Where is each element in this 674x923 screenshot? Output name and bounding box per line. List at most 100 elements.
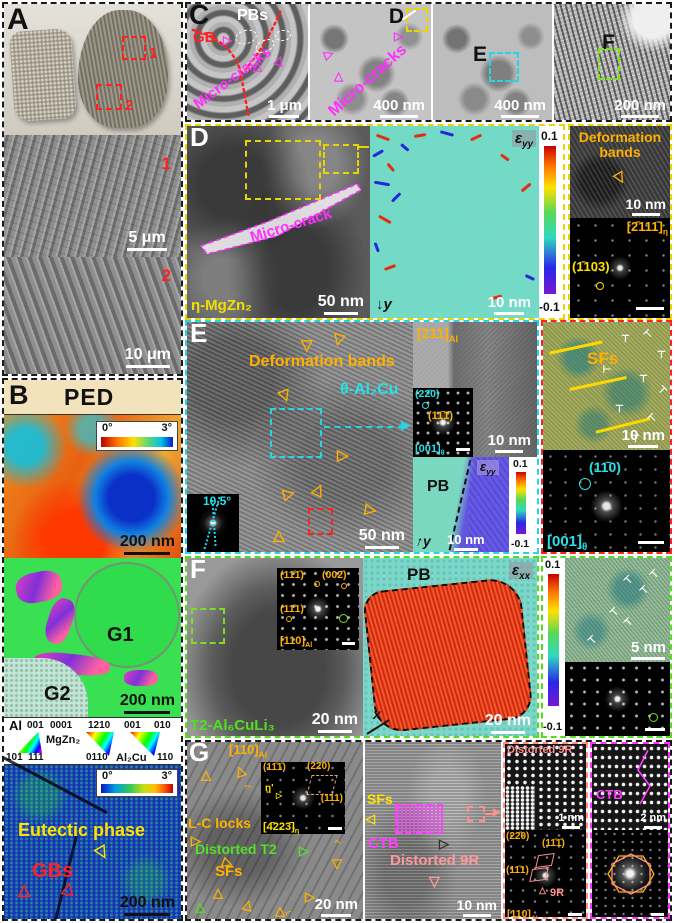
defect-arrow-icon: △ xyxy=(213,885,223,900)
colorbar-1-max: 3° xyxy=(161,422,172,434)
plane-002-f: (002̄) xyxy=(322,569,347,581)
e-hrtem-region-box xyxy=(270,408,322,458)
g-hrtem-image: SFs ◁ CTB ▷ Distorted 9R ▽ ▶ 10 nm xyxy=(365,742,501,919)
zone-axis-110al-f: [110]Al xyxy=(280,635,313,650)
f-region-box-inner xyxy=(191,608,225,644)
gbs-label: GBs xyxy=(32,860,74,882)
d-gpa-map: εyy ↓y 10 nm xyxy=(370,126,539,318)
micro-crack-shape xyxy=(199,183,363,255)
phase-label-t2: T2-Al₆CuLi₃ xyxy=(190,717,275,735)
dislocation-icon: ⊥ xyxy=(606,604,621,619)
sfs-label-e: SFs xyxy=(587,349,619,368)
scale-bar-10nm-d2: 10 nm xyxy=(626,197,666,216)
g-ctb-atomic-image: CTB 2 nm xyxy=(592,744,668,830)
e-tem-image: E Deformation bands ▽ ▽ ▽ θ-Al₂Cu ▶ ▷ △ … xyxy=(187,320,413,552)
d-colorbar-gradient xyxy=(544,146,556,294)
panel-f-label: F xyxy=(190,556,206,584)
axis-label-y-e: ↑y xyxy=(413,532,431,551)
plane-220a-g: (22̄0) xyxy=(307,762,331,772)
fft-scale-bar xyxy=(568,913,582,916)
region-box-2-label: 2 xyxy=(125,97,134,114)
scale-bar-10um: 10 μm xyxy=(125,347,171,368)
axis-label-y: ↓y xyxy=(376,296,392,314)
defect-arrow-icon: △ xyxy=(241,895,255,914)
sample-photo: A 1 2 xyxy=(4,4,181,135)
colorbar-2-gradient xyxy=(101,784,173,793)
strained-particle-region xyxy=(363,576,534,734)
e-gpa-map: PB ↑y 10 nm εyy 0.1 -0.1 xyxy=(413,457,537,552)
g-9r-atomic-image: Distorted 9R 1 nm xyxy=(505,744,586,830)
deformation-bands-label-d: Deformation bands xyxy=(578,129,662,160)
lc-locks-label: L-C locks xyxy=(188,815,252,831)
e-colorbar-min: -0.1 xyxy=(511,537,530,550)
e-fft-inset: 10.5° xyxy=(187,494,239,552)
d-hrtem-image: Deformation bands ▽ 10 nm xyxy=(570,126,670,218)
f-colorbar-min: -0.1 xyxy=(543,721,562,734)
panel-c: C PBs GB ▷ △ △ Micro-cracks 1 μm D ▷ △ ▷… xyxy=(185,2,672,122)
gb-dotted-curve xyxy=(191,8,283,120)
scale-bar-10nm-g: 10 nm xyxy=(457,898,497,917)
fft-spot-circle xyxy=(341,583,347,589)
band-arrow-icon: ▷ xyxy=(337,447,349,464)
fft-spot-circle-green xyxy=(649,713,658,722)
sem-image-1: 1 5 μm xyxy=(4,135,181,257)
plane-1103: (1̄103) xyxy=(572,259,610,274)
t2-arrow-icon: △ xyxy=(195,899,205,914)
scale-bar-1um: 1 μm xyxy=(267,98,302,118)
t2-arrow-icon: ▷ xyxy=(299,843,309,858)
colorbar-box-1: 0° 3° xyxy=(96,421,178,451)
crack-arrow-icon: △ xyxy=(253,59,263,73)
distorted-9r-label-g2: Distorted 9R xyxy=(390,852,480,869)
distorted-t2-label: Distorted T2 xyxy=(195,841,277,857)
plane-220: (22̄0) xyxy=(415,388,440,400)
crack-arrow-icon: △ xyxy=(334,69,344,83)
zone-axis-eta: [2̄111̄]η xyxy=(626,219,668,237)
defect-arrow-icon: ▷ xyxy=(305,889,315,904)
dislocation-icon: ⊥ xyxy=(639,372,648,383)
tem-overview-3: E 400 nm xyxy=(433,4,552,120)
legend-cu-name: Al₂Cu xyxy=(116,752,147,764)
band-arrow-icon: ▽ xyxy=(330,329,347,350)
panel-a: A 1 2 1 5 μm 2 10 μm xyxy=(2,2,183,376)
dislocation-icon: ⊥ xyxy=(600,364,612,374)
plane-111c-g: (11̄1) xyxy=(506,865,529,876)
dislocation-icon: ⊥ xyxy=(584,632,599,647)
legend-mg-0001: 0001 xyxy=(50,720,73,731)
g-ctb-fft xyxy=(592,830,668,917)
grain-g2-label: G2 xyxy=(44,683,71,705)
scale-bar-10nm-e1: 10 nm xyxy=(488,433,531,453)
band-arrow-icon: ▷ xyxy=(280,483,297,504)
panel-e-right: SFs ⊥ ⊥ ⊥ ⊥ ⊥ ⊥ ⊥ ⊥ ⊥ 10 nm (11̄0) [001]… xyxy=(541,320,672,554)
e-sf-region-box xyxy=(308,508,333,535)
e-region-box xyxy=(489,52,519,82)
zone-axis-110al-g: [110]Al xyxy=(229,742,268,760)
fft-scale-bar xyxy=(456,448,470,451)
panel-d: D Micro-crack η-MgZn₂ 50 nm εyy ↓y 10 nm… xyxy=(185,124,672,320)
panel-f-right: 0.1 -0.1 ⊥ ⊥ ⊥ ⊥ ⊥ ⊥ 5 nm xyxy=(541,556,672,738)
e-colorbar-gradient xyxy=(516,472,526,534)
region-box-1-label: 1 xyxy=(149,45,158,62)
scale-bar-20nm-f2: 20 nm xyxy=(485,713,531,734)
dislocation-icon: ⊥ xyxy=(646,566,661,581)
g-fft-inset: (11̄1̄) (22̄0) η' ▷ (111) [4̄223̄]η xyxy=(261,762,345,834)
legend-al-101: 101 xyxy=(6,752,23,763)
f-region-box xyxy=(598,48,620,80)
panel-e-label: E xyxy=(190,320,208,348)
axis-label-x: x xyxy=(373,706,381,723)
defect-arrow-icon: △ xyxy=(232,761,248,780)
gb-arrow-icon: △ xyxy=(60,879,76,898)
hrtem-region-box xyxy=(323,144,359,174)
crack-arrow-icon: ▷ xyxy=(223,33,233,47)
ipf-legend: Al 001 101 111 0001 1210 MgZn₂ 0110 001 … xyxy=(4,717,181,765)
fft-spot-circle xyxy=(596,282,604,290)
band-arrow-icon: ▽ xyxy=(276,385,294,406)
e-fft-inset-2: (22̄0) (11̄1̄) [001]θ xyxy=(413,388,473,457)
f-colorbar-max: 0.1 xyxy=(545,559,561,571)
e-filtered-image: SFs ⊥ ⊥ ⊥ ⊥ ⊥ ⊥ ⊥ ⊥ ⊥ 10 nm xyxy=(543,322,670,450)
9r-arrow-icon: ▽ xyxy=(429,873,440,889)
sem-1-marker: 1 xyxy=(161,154,171,173)
9r-arrow-head-icon: ▶ xyxy=(493,807,501,818)
band-arrow-icon: ▷ xyxy=(363,500,378,519)
dislocation-icon: ⊥ xyxy=(621,332,630,343)
